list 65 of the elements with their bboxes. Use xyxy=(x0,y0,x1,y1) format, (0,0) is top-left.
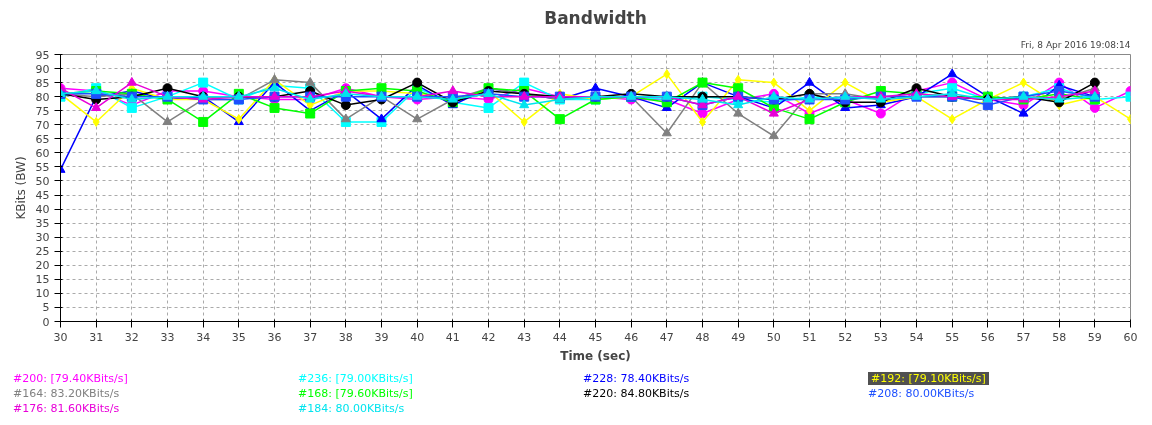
y-tick-label: 0 xyxy=(42,315,50,329)
x-tick-label: 39 xyxy=(374,330,389,344)
x-tick-label: 42 xyxy=(481,330,496,344)
y-tick-label: 95 xyxy=(35,48,50,62)
x-tick-label: 58 xyxy=(1052,330,1067,344)
y-tick-label: 85 xyxy=(35,76,50,90)
chart-title: Bandwidth xyxy=(544,7,647,28)
x-tick-label: 43 xyxy=(517,330,532,344)
text: #200: [79.40KBits/s] xyxy=(13,372,128,385)
x-tick-label: 32 xyxy=(124,330,139,344)
x-tick-label: 52 xyxy=(838,330,853,344)
x-tick-label: 35 xyxy=(231,330,246,344)
text: #192: [79.10KBits/s] xyxy=(868,372,989,385)
x-tick-label: 44 xyxy=(552,330,567,344)
text: #208: 80.00KBits/s xyxy=(868,387,975,400)
x-tick-label: 59 xyxy=(1087,330,1102,344)
y-tick-label: 50 xyxy=(35,174,50,188)
x-tick-label: 41 xyxy=(445,330,460,344)
x-tick-label: 37 xyxy=(303,330,318,344)
text: #220: 84.80KBits/s xyxy=(583,387,690,400)
x-tick-label: 54 xyxy=(909,330,924,344)
y-tick-label: 25 xyxy=(35,245,50,259)
x-tick-label: 53 xyxy=(873,330,888,344)
y-tick-label: 65 xyxy=(35,132,50,146)
y-axis-title: KBits (BW) xyxy=(13,156,28,220)
x-tick-label: 31 xyxy=(89,330,104,344)
x-tick-label: 57 xyxy=(1016,330,1031,344)
y-tick-label: 40 xyxy=(35,203,50,217)
x-tick-label: 51 xyxy=(802,330,817,344)
x-tick-label: 56 xyxy=(980,330,995,344)
text: #168: [79.60KBits/s] xyxy=(298,387,413,400)
y-tick-label: 10 xyxy=(35,287,50,301)
y-tick-label: 30 xyxy=(35,231,50,245)
text: #176: 81.60KBits/s xyxy=(13,402,120,415)
x-tick-label: 34 xyxy=(196,330,211,344)
text: #236: [79.00KBits/s] xyxy=(298,372,413,385)
x-tick-label: 49 xyxy=(731,330,746,344)
y-tick-label: 20 xyxy=(35,259,50,273)
text: #164: 83.20KBits/s xyxy=(13,387,120,400)
text: Fri, 8 Apr 2016 19:08:14 xyxy=(1020,39,1131,50)
x-tick-label: 55 xyxy=(945,330,960,344)
x-tick-label: 47 xyxy=(659,330,674,344)
x-tick-label: 33 xyxy=(160,330,175,344)
y-tick-label: 35 xyxy=(35,217,50,231)
x-tick-label: 50 xyxy=(766,330,781,344)
y-tick-label: 15 xyxy=(35,273,50,287)
y-tick-label: 90 xyxy=(35,62,50,76)
x-tick-label: 45 xyxy=(588,330,603,344)
y-tick-label: 70 xyxy=(35,118,50,132)
text: #184: 80.00KBits/s xyxy=(298,402,405,415)
x-tick-label: 38 xyxy=(338,330,353,344)
y-tick-label: 80 xyxy=(35,90,50,104)
y-tick-label: 45 xyxy=(35,189,50,203)
x-tick-label: 30 xyxy=(53,330,68,344)
y-tick-label: 55 xyxy=(35,160,50,174)
x-tick-label: 60 xyxy=(1123,330,1138,344)
x-axis-title: Time (sec) xyxy=(560,348,631,363)
x-tick-label: 40 xyxy=(410,330,425,344)
text: #228: 78.40KBits/s xyxy=(583,372,690,385)
x-tick-label: 48 xyxy=(695,330,710,344)
x-tick-label: 36 xyxy=(267,330,282,344)
x-tick-label: 46 xyxy=(624,330,639,344)
y-tick-label: 5 xyxy=(42,301,50,315)
y-tick-label: 75 xyxy=(35,104,50,118)
y-tick-label: 60 xyxy=(35,146,50,160)
